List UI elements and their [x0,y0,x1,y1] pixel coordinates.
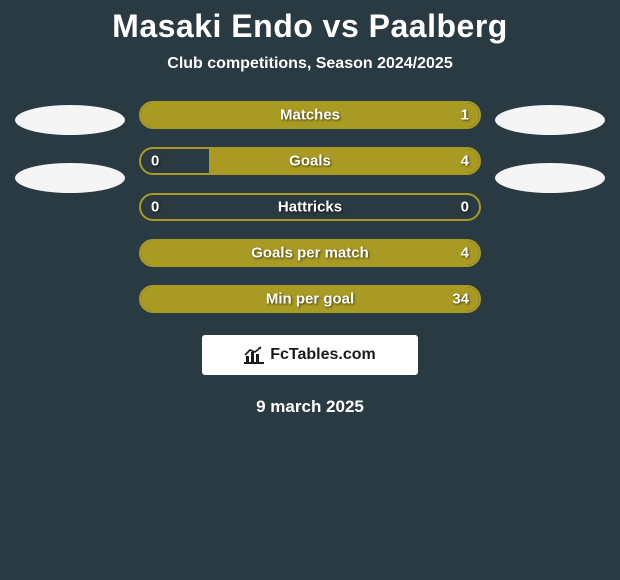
right-avatar-column [495,101,605,193]
left-avatar-column [15,101,125,193]
chart-icon [244,346,264,364]
stat-value-left: 0 [151,153,159,170]
stat-value-right: 0 [461,199,469,216]
player2-club-avatar [495,163,605,193]
player1-club-avatar [15,163,125,193]
stat-label: Min per goal [266,291,354,308]
stat-value-right: 4 [461,245,469,262]
stat-value-left: 0 [151,199,159,216]
stat-label: Hattricks [278,199,342,216]
stat-value-right: 1 [461,107,469,124]
stat-label: Matches [280,107,340,124]
subtitle: Club competitions, Season 2024/2025 [0,55,620,73]
player2-avatar [495,105,605,135]
stat-row: 0 Hattricks 0 [139,193,481,221]
stat-value-right: 34 [452,291,469,308]
date-label: 9 march 2025 [0,397,620,417]
stat-label: Goals per match [251,245,369,262]
stat-row: Matches 1 [139,101,481,129]
stat-value-right: 4 [461,153,469,170]
stat-label: Goals [289,153,331,170]
player1-avatar [15,105,125,135]
stat-row: Goals per match 4 [139,239,481,267]
stats-area: Matches 1 0 Goals 4 0 Hattricks 0 Goals per matc… [0,101,620,313]
stat-bars: Matches 1 0 Goals 4 0 Hattricks 0 Goals per matc… [139,101,481,313]
comparison-infographic: Masaki Endo vs Paalberg Club competition… [0,0,620,417]
brand-badge: FcTables.com [202,335,418,375]
stat-row: Min per goal 34 [139,285,481,313]
bar-fill-right [209,149,479,173]
page-title: Masaki Endo vs Paalberg [0,8,620,45]
brand-text: FcTables.com [270,346,376,364]
stat-row: 0 Goals 4 [139,147,481,175]
